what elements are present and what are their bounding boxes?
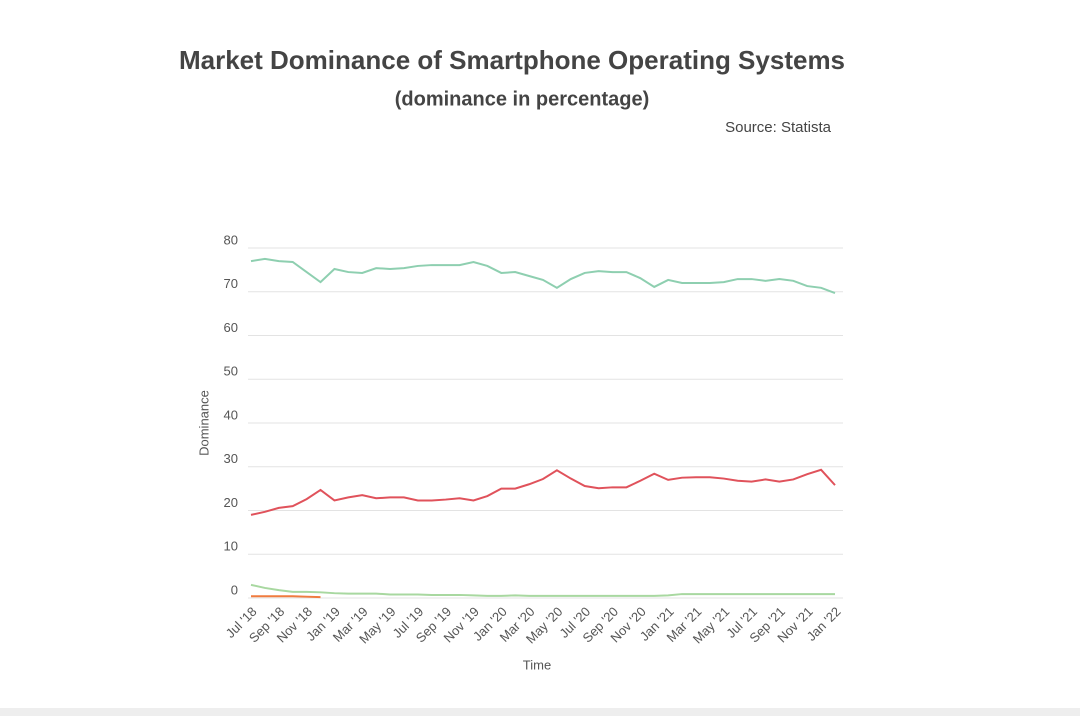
y-tick-label: 40: [224, 407, 238, 422]
y-axis-label: Dominance: [196, 390, 211, 456]
y-tick-label: 10: [224, 539, 238, 554]
y-tick-label: 50: [224, 364, 238, 379]
chart-title: Market Dominance of Smartphone Operating…: [179, 45, 845, 75]
line-series: [250, 468, 836, 516]
line-series: [250, 583, 835, 597]
line-series: [250, 257, 836, 294]
chart-subtitle: (dominance in percentage): [395, 88, 650, 110]
bottom-bar: [0, 708, 1080, 716]
source: Source: Statista: [725, 119, 832, 136]
y-tick-label: 70: [224, 276, 238, 291]
y-tick-label: 80: [224, 232, 238, 247]
y-tick-label: 20: [224, 495, 238, 510]
y-tick-label: 0: [231, 582, 238, 597]
line-series: [251, 595, 321, 599]
x-axis-label: Time: [523, 657, 551, 672]
y-tick-label: 30: [224, 451, 238, 466]
y-tick-label: 60: [224, 320, 238, 335]
